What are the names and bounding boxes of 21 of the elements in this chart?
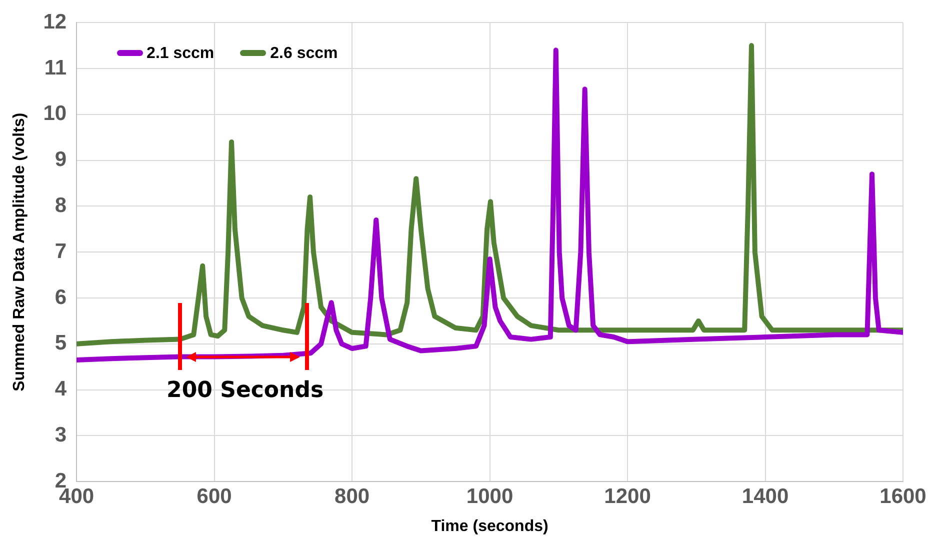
y-tick-label: 10 <box>43 102 67 126</box>
x-tick-label: 800 <box>334 484 370 508</box>
y-tick-label: 11 <box>44 56 67 80</box>
x-tick-label: 1600 <box>880 484 926 508</box>
x-tick-label: 600 <box>196 484 232 508</box>
y-tick-label: 3 <box>54 423 67 446</box>
y-tick-label: 5 <box>54 332 67 355</box>
legend-label: 2.6 sccm <box>269 44 338 63</box>
legend-label: 2.1 sccm <box>146 44 214 63</box>
y-tick-label: 8 <box>54 194 67 217</box>
y-tick-label: 7 <box>54 240 67 263</box>
x-axis-title: Time (seconds) <box>431 518 548 535</box>
y-tick-label: 12 <box>43 10 67 34</box>
x-tick-label: 1400 <box>742 484 789 508</box>
x-tick-label: 1200 <box>604 484 651 508</box>
annotation: 200 Seconds <box>166 378 324 403</box>
y-axis-title: Summed Raw Data Amplitude (volts) <box>11 112 28 392</box>
y-tick-label: 4 <box>54 378 67 401</box>
x-tick-label: 1000 <box>466 484 514 508</box>
y-tick-label: 9 <box>54 148 67 172</box>
y-tick-label: 6 <box>54 286 67 309</box>
